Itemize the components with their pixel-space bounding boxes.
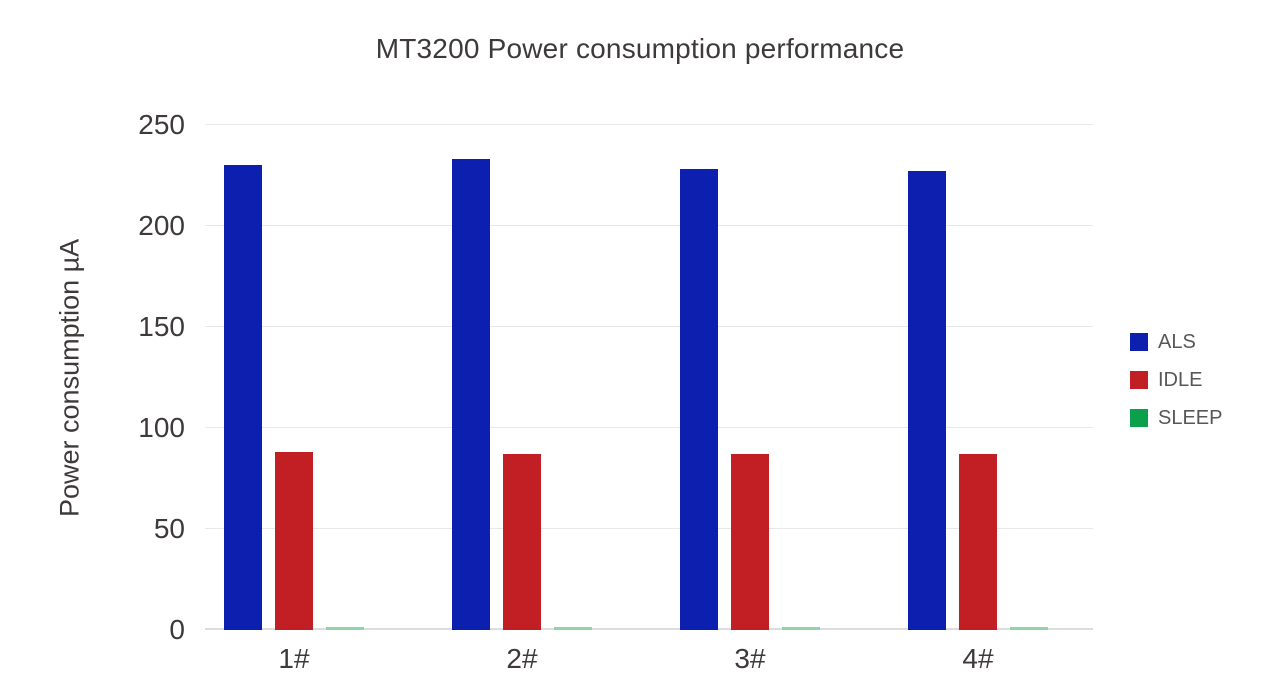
gridline [205,225,1093,226]
x-axis-line [205,628,1093,630]
y-tick-label-150: 150 [138,311,185,342]
bar-idle-3 [731,454,769,630]
gridline [205,427,1093,428]
bar-als-2 [452,159,490,630]
gridline [205,124,1093,125]
legend-item-als: ALS [1130,330,1222,353]
plot-area: 0 50 100 150 200 250 1# 2# 3# 4# [138,109,1093,674]
bar-sleep-4 [1010,626,1048,630]
bar-sleep-3 [782,626,820,630]
bar-idle-2 [503,454,541,630]
bar-idle-4 [959,454,997,630]
legend-label-sleep: SLEEP [1158,406,1223,429]
y-tick-label-100: 100 [138,412,185,443]
legend-swatch-sleep-icon [1130,409,1148,427]
legend-swatch-als-icon [1130,333,1148,351]
y-tick-label-200: 200 [138,210,185,241]
y-tick-label-50: 50 [153,513,185,544]
y-axis-title: Power consumption µA [54,238,85,517]
gridline [205,326,1093,327]
bar-idle-1 [275,452,313,630]
y-tick-label-250: 250 [138,109,185,140]
legend: ALS IDLE SLEEP [1130,330,1223,447]
x-tick-label-1: 1# [278,643,310,674]
bar-sleep-2 [554,626,592,630]
bar-als-4 [908,171,946,630]
legend-item-sleep: SLEEP [1130,406,1223,429]
y-tick-label-0: 0 [169,614,185,645]
bar-als-1 [224,165,262,630]
bar-sleep-1 [326,626,364,630]
bar-als-3 [680,169,718,630]
x-tick-label-4: 4# [962,643,994,674]
legend-item-idle: IDLE [1130,368,1222,391]
legend-label-idle: IDLE [1158,368,1203,391]
chart-title: MT3200 Power consumption performance [375,33,905,64]
legend-swatch-idle-icon [1130,371,1148,389]
x-tick-label-3: 3# [734,643,766,674]
gridline [205,528,1093,529]
legend-label-als: ALS [1158,330,1196,353]
x-tick-label-2: 2# [506,643,538,674]
